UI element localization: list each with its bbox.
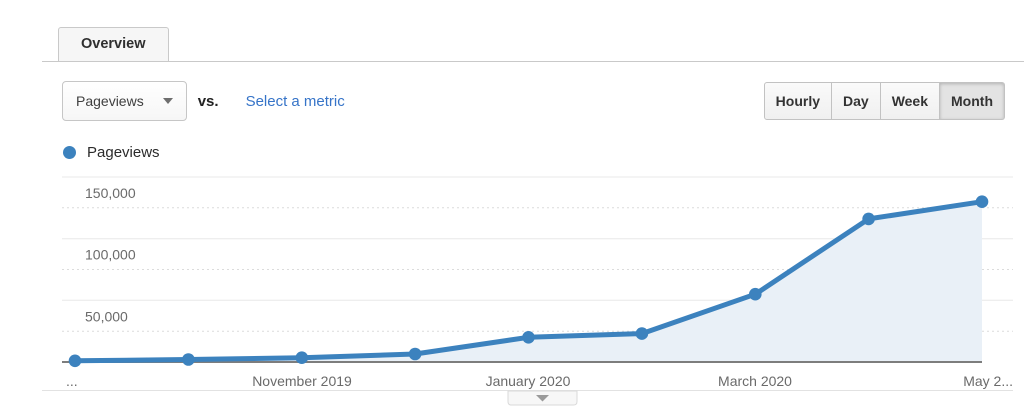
data-point[interactable] — [68, 354, 82, 368]
vs-label: vs. — [197, 92, 219, 110]
data-point[interactable] — [975, 195, 989, 208]
tab-strip: Overview — [42, 27, 1024, 62]
y-axis-tick-label: 150,000 — [85, 185, 136, 201]
x-axis-tick-label: March 2020 — [718, 373, 792, 389]
chart-controls: Pageviews vs. Select a metric Hourly Day… — [62, 81, 1005, 121]
pageviews-chart: 150,000 100,000 50,000 ... November 2019… — [42, 176, 1013, 406]
x-axis-tick-label: May 2... — [963, 373, 1013, 389]
granularity-day-button[interactable]: Day — [832, 82, 881, 120]
metric-dropdown-value: Pageviews — [76, 93, 144, 109]
data-point[interactable] — [749, 287, 762, 301]
x-axis-expander[interactable] — [507, 390, 578, 406]
chart-legend: Pageviews — [63, 144, 1024, 161]
dropdown-caret-icon — [162, 98, 173, 104]
chart-points — [68, 195, 989, 368]
granularity-hourly-button[interactable]: Hourly — [763, 82, 832, 120]
data-point[interactable] — [295, 351, 309, 364]
granularity-week-button[interactable]: Week — [880, 82, 941, 120]
x-axis-tick-label: ... — [66, 373, 78, 389]
y-axis-tick-label: 50,000 — [85, 308, 128, 324]
data-point[interactable] — [182, 353, 195, 366]
select-metric-link[interactable]: Select a metric — [245, 92, 345, 110]
legend-label: Pageviews — [87, 144, 160, 161]
x-axis-tick-label: November 2019 — [252, 373, 352, 389]
data-point[interactable] — [408, 347, 422, 361]
caret-down-icon — [536, 395, 549, 402]
tab-overview[interactable]: Overview — [58, 27, 169, 61]
data-point[interactable] — [522, 331, 535, 344]
legend-dot-icon — [63, 146, 76, 159]
granularity-month-button[interactable]: Month — [940, 82, 1005, 120]
x-axis-tick-label: January 2020 — [486, 373, 571, 389]
granularity-button-group: Hourly Day Week Month — [763, 82, 1005, 120]
data-point[interactable] — [635, 327, 649, 340]
chart-area-fill — [75, 201, 982, 362]
metric-dropdown[interactable]: Pageviews — [62, 81, 187, 121]
y-axis-tick-label: 100,000 — [85, 247, 136, 263]
metric-controls: Pageviews vs. Select a metric — [62, 81, 345, 121]
data-point[interactable] — [862, 212, 875, 226]
